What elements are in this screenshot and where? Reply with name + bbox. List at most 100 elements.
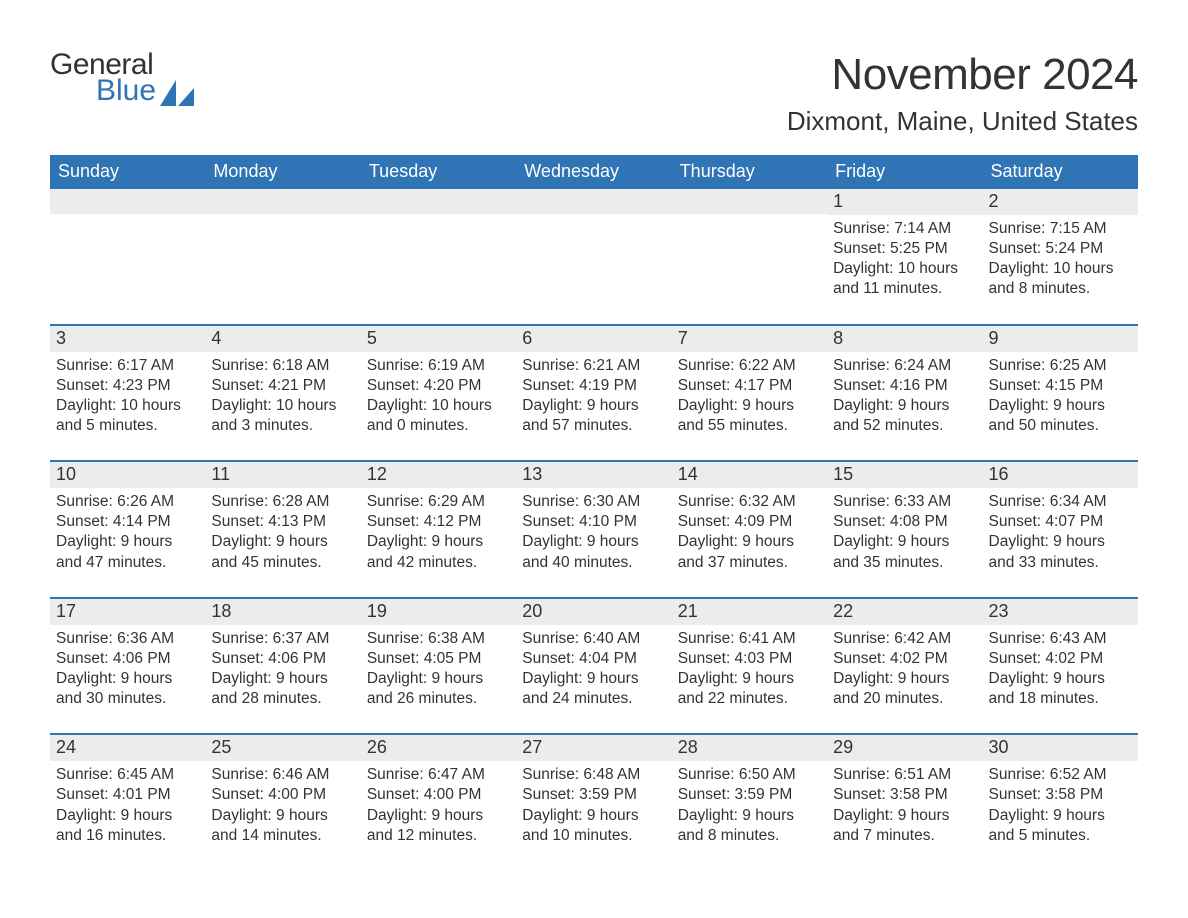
sunrise-line: Sunrise: 6:33 AM: [833, 492, 976, 512]
day-number: [205, 189, 360, 214]
sunset-line: Sunset: 3:58 PM: [989, 785, 1132, 805]
day-cell-4: 4Sunrise: 6:18 AMSunset: 4:21 PMDaylight…: [205, 324, 360, 461]
sunset-line: Sunset: 4:00 PM: [211, 785, 354, 805]
day-cell-empty: [205, 189, 360, 324]
sunrise-line: Sunrise: 6:29 AM: [367, 492, 510, 512]
day-number: 16: [983, 460, 1138, 488]
day-cell-25: 25Sunrise: 6:46 AMSunset: 4:00 PMDayligh…: [205, 733, 360, 870]
daylight-line: Daylight: 9 hours and 55 minutes.: [678, 396, 821, 436]
day-cell-empty: [361, 189, 516, 324]
calendar-head: SundayMondayTuesdayWednesdayThursdayFrid…: [50, 155, 1138, 189]
sunset-line: Sunset: 4:00 PM: [367, 785, 510, 805]
day-number: 1: [827, 189, 982, 215]
sunrise-line: Sunrise: 6:32 AM: [678, 492, 821, 512]
day-cell-1: 1Sunrise: 7:14 AMSunset: 5:25 PMDaylight…: [827, 189, 982, 324]
sunrise-line: Sunrise: 6:21 AM: [522, 356, 665, 376]
daylight-line: Daylight: 9 hours and 12 minutes.: [367, 806, 510, 846]
day-cell-7: 7Sunrise: 6:22 AMSunset: 4:17 PMDaylight…: [672, 324, 827, 461]
sunset-line: Sunset: 4:07 PM: [989, 512, 1132, 532]
sunrise-line: Sunrise: 7:15 AM: [989, 219, 1132, 239]
day-cell-28: 28Sunrise: 6:50 AMSunset: 3:59 PMDayligh…: [672, 733, 827, 870]
sunrise-line: Sunrise: 6:50 AM: [678, 765, 821, 785]
day-detail: Sunrise: 6:52 AMSunset: 3:58 PMDaylight:…: [983, 761, 1138, 846]
day-number: 28: [672, 733, 827, 761]
sunrise-line: Sunrise: 6:34 AM: [989, 492, 1132, 512]
daylight-line: Daylight: 9 hours and 35 minutes.: [833, 532, 976, 572]
calendar-body: 1Sunrise: 7:14 AMSunset: 5:25 PMDaylight…: [50, 189, 1138, 870]
day-cell-24: 24Sunrise: 6:45 AMSunset: 4:01 PMDayligh…: [50, 733, 205, 870]
brand-word2: Blue: [96, 76, 156, 106]
daylight-line: Daylight: 10 hours and 3 minutes.: [211, 396, 354, 436]
brand-logo: General Blue: [50, 50, 194, 106]
day-cell-17: 17Sunrise: 6:36 AMSunset: 4:06 PMDayligh…: [50, 597, 205, 734]
day-cell-8: 8Sunrise: 6:24 AMSunset: 4:16 PMDaylight…: [827, 324, 982, 461]
sunrise-line: Sunrise: 6:36 AM: [56, 629, 199, 649]
sunset-line: Sunset: 4:12 PM: [367, 512, 510, 532]
sunset-line: Sunset: 4:10 PM: [522, 512, 665, 532]
day-cell-11: 11Sunrise: 6:28 AMSunset: 4:13 PMDayligh…: [205, 460, 360, 597]
day-detail: Sunrise: 6:25 AMSunset: 4:15 PMDaylight:…: [983, 352, 1138, 437]
sunset-line: Sunset: 4:02 PM: [833, 649, 976, 669]
daylight-line: Daylight: 9 hours and 14 minutes.: [211, 806, 354, 846]
day-detail: Sunrise: 6:47 AMSunset: 4:00 PMDaylight:…: [361, 761, 516, 846]
sunset-line: Sunset: 4:19 PM: [522, 376, 665, 396]
daylight-line: Daylight: 9 hours and 40 minutes.: [522, 532, 665, 572]
day-cell-empty: [50, 189, 205, 324]
sunset-line: Sunset: 4:17 PM: [678, 376, 821, 396]
day-cell-9: 9Sunrise: 6:25 AMSunset: 4:15 PMDaylight…: [983, 324, 1138, 461]
day-number: 6: [516, 324, 671, 352]
sunrise-line: Sunrise: 7:14 AM: [833, 219, 976, 239]
daylight-line: Daylight: 9 hours and 8 minutes.: [678, 806, 821, 846]
daylight-line: Daylight: 9 hours and 45 minutes.: [211, 532, 354, 572]
weekday-sunday: Sunday: [50, 155, 205, 189]
daylight-line: Daylight: 9 hours and 5 minutes.: [989, 806, 1132, 846]
day-cell-29: 29Sunrise: 6:51 AMSunset: 3:58 PMDayligh…: [827, 733, 982, 870]
daylight-line: Daylight: 9 hours and 7 minutes.: [833, 806, 976, 846]
day-number: 30: [983, 733, 1138, 761]
sunset-line: Sunset: 5:24 PM: [989, 239, 1132, 259]
month-title: November 2024: [787, 50, 1138, 100]
day-detail: Sunrise: 6:21 AMSunset: 4:19 PMDaylight:…: [516, 352, 671, 437]
sunrise-line: Sunrise: 6:43 AM: [989, 629, 1132, 649]
sunset-line: Sunset: 3:59 PM: [522, 785, 665, 805]
weekday-tuesday: Tuesday: [361, 155, 516, 189]
day-cell-5: 5Sunrise: 6:19 AMSunset: 4:20 PMDaylight…: [361, 324, 516, 461]
sunrise-line: Sunrise: 6:28 AM: [211, 492, 354, 512]
calendar-row: 1Sunrise: 7:14 AMSunset: 5:25 PMDaylight…: [50, 189, 1138, 324]
day-detail: Sunrise: 6:32 AMSunset: 4:09 PMDaylight:…: [672, 488, 827, 573]
day-detail: Sunrise: 7:15 AMSunset: 5:24 PMDaylight:…: [983, 215, 1138, 300]
sunrise-line: Sunrise: 6:48 AM: [522, 765, 665, 785]
sunset-line: Sunset: 4:03 PM: [678, 649, 821, 669]
day-detail: Sunrise: 6:40 AMSunset: 4:04 PMDaylight:…: [516, 625, 671, 710]
day-detail: Sunrise: 6:42 AMSunset: 4:02 PMDaylight:…: [827, 625, 982, 710]
day-detail: Sunrise: 6:45 AMSunset: 4:01 PMDaylight:…: [50, 761, 205, 846]
day-number: 29: [827, 733, 982, 761]
day-detail: Sunrise: 6:51 AMSunset: 3:58 PMDaylight:…: [827, 761, 982, 846]
day-detail: Sunrise: 6:22 AMSunset: 4:17 PMDaylight:…: [672, 352, 827, 437]
daylight-line: Daylight: 9 hours and 37 minutes.: [678, 532, 821, 572]
daylight-line: Daylight: 9 hours and 24 minutes.: [522, 669, 665, 709]
day-number: 3: [50, 324, 205, 352]
day-cell-19: 19Sunrise: 6:38 AMSunset: 4:05 PMDayligh…: [361, 597, 516, 734]
day-number: 7: [672, 324, 827, 352]
sunset-line: Sunset: 3:59 PM: [678, 785, 821, 805]
day-detail: Sunrise: 6:33 AMSunset: 4:08 PMDaylight:…: [827, 488, 982, 573]
sunrise-line: Sunrise: 6:26 AM: [56, 492, 199, 512]
day-detail: Sunrise: 6:30 AMSunset: 4:10 PMDaylight:…: [516, 488, 671, 573]
day-number: 23: [983, 597, 1138, 625]
sunset-line: Sunset: 4:06 PM: [211, 649, 354, 669]
day-detail: Sunrise: 6:41 AMSunset: 4:03 PMDaylight:…: [672, 625, 827, 710]
sunrise-line: Sunrise: 6:22 AM: [678, 356, 821, 376]
sunrise-line: Sunrise: 6:25 AM: [989, 356, 1132, 376]
day-cell-6: 6Sunrise: 6:21 AMSunset: 4:19 PMDaylight…: [516, 324, 671, 461]
sunrise-line: Sunrise: 6:42 AM: [833, 629, 976, 649]
day-number: 8: [827, 324, 982, 352]
day-detail: Sunrise: 6:50 AMSunset: 3:59 PMDaylight:…: [672, 761, 827, 846]
location: Dixmont, Maine, United States: [787, 106, 1138, 137]
daylight-line: Daylight: 9 hours and 33 minutes.: [989, 532, 1132, 572]
sunrise-line: Sunrise: 6:30 AM: [522, 492, 665, 512]
sunrise-line: Sunrise: 6:38 AM: [367, 629, 510, 649]
day-number: 4: [205, 324, 360, 352]
sunset-line: Sunset: 4:01 PM: [56, 785, 199, 805]
day-detail: Sunrise: 6:38 AMSunset: 4:05 PMDaylight:…: [361, 625, 516, 710]
